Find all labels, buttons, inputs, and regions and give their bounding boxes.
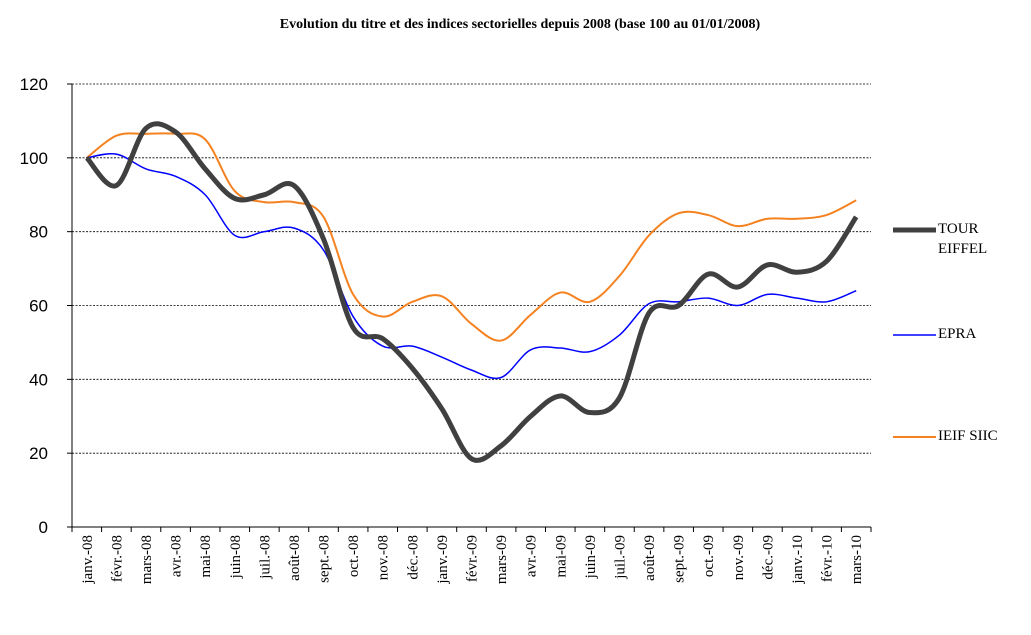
- series-line: [84, 121, 859, 463]
- series-line: [86, 132, 857, 342]
- y-tick-label: 40: [29, 370, 48, 389]
- x-tick-label: août-09: [642, 535, 658, 581]
- x-tick-label: nov.-08: [376, 535, 392, 580]
- x-tick-label: mai-08: [198, 535, 214, 578]
- chart-title: Evolution du titre et des indices sector…: [280, 17, 761, 32]
- x-tick-label: avr.-09: [524, 535, 540, 577]
- x-tick-label: juil.-09: [612, 535, 628, 580]
- y-tick-label: 0: [39, 518, 48, 537]
- x-tick-label: sept.-08: [317, 535, 333, 583]
- x-tick-label: oct.-09: [701, 535, 717, 577]
- x-tick-label: janv.-08: [80, 535, 96, 585]
- y-tick-label: 120: [20, 75, 48, 94]
- y-tick-label: 100: [20, 149, 48, 168]
- x-tick-label: nov.-09: [731, 535, 747, 580]
- x-tick-label: janv.-10: [790, 535, 806, 585]
- y-tick-label: 80: [29, 223, 48, 242]
- y-tick-label: 60: [29, 297, 48, 316]
- x-tick-label: oct.-08: [346, 535, 362, 577]
- legend-label: TOUR EIFFEL: [938, 221, 988, 257]
- x-tick-label: déc.-08: [405, 535, 421, 580]
- x-tick-label: août-08: [287, 535, 303, 581]
- x-tick-label: févr.-10: [820, 535, 836, 582]
- x-tick-label: sept.-09: [672, 535, 688, 583]
- x-tick-label: févr.-09: [465, 535, 481, 582]
- x-tick-label: avr.-08: [169, 535, 185, 577]
- y-tick-label: 20: [29, 444, 48, 463]
- x-tick-label: juin-09: [583, 535, 599, 579]
- x-tick-label: mai-09: [553, 535, 569, 578]
- legend-label: IEIF SIIC: [938, 428, 998, 444]
- x-tick-label: janv.-09: [435, 535, 451, 585]
- x-tick-label: juil.-08: [257, 535, 273, 580]
- x-tick-label: mars-10: [849, 535, 865, 584]
- x-tick-label: mars-09: [494, 535, 510, 584]
- x-tick-label: mars-08: [139, 535, 155, 584]
- series-line: [86, 152, 857, 380]
- legend-label: EPRA: [938, 326, 977, 342]
- x-tick-label: juin-08: [228, 535, 244, 579]
- x-tick-label: déc.-09: [760, 535, 776, 580]
- x-tick-label: févr.-08: [109, 535, 125, 582]
